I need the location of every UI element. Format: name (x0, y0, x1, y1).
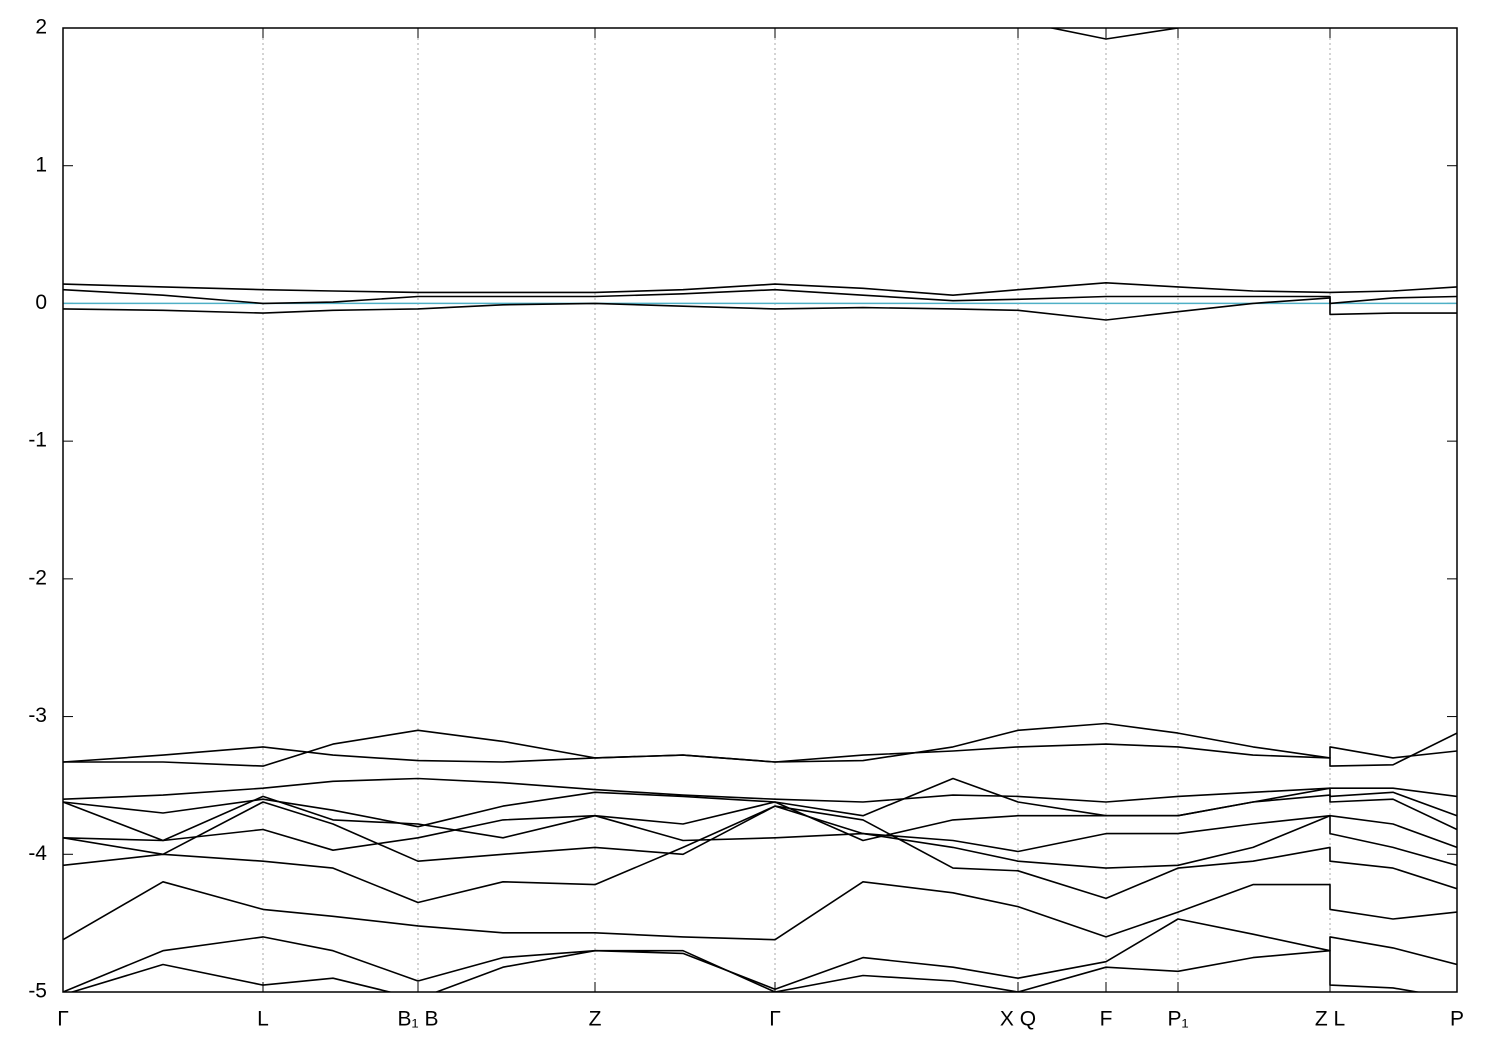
y-tick-label: -2 (28, 566, 47, 589)
band-line (63, 881, 1457, 941)
band-line (63, 777, 1457, 828)
band-line (63, 794, 1457, 842)
x-tick-label: P (1450, 1008, 1464, 1031)
band-line (63, 801, 1457, 869)
y-tick-label: 0 (35, 291, 47, 314)
band-line (63, 288, 1457, 305)
band-line (63, 722, 1457, 767)
y-tick-label: -4 (28, 842, 47, 865)
plot-frame (62, 27, 1458, 993)
band-line (63, 805, 1457, 904)
band-line (63, 743, 1457, 763)
y-tick-label: -5 (28, 980, 47, 1003)
y-tick-label: 1 (35, 153, 47, 176)
y-tick-label: -1 (28, 429, 47, 452)
x-tick-label: Z L (1315, 1008, 1345, 1031)
y-tick-label: -3 (28, 704, 47, 727)
x-tick-label: B₁ B (398, 1008, 439, 1031)
band-line (63, 297, 1457, 321)
x-tick-label: Z (589, 1008, 602, 1031)
band-line (63, 282, 1457, 296)
x-tick-label: X Q (1000, 1008, 1036, 1031)
bands (63, 28, 1457, 992)
band-line (69, 949, 1422, 992)
band-line (1047, 28, 1179, 40)
x-tick-label: Γ (57, 1008, 69, 1031)
x-tick-label: Γ (769, 1008, 781, 1031)
x-tick-label: P₁ (1167, 1008, 1188, 1031)
band-line (63, 777, 1457, 803)
x-tick-label: L (257, 1008, 269, 1031)
x-tick-label: F (1100, 1008, 1113, 1031)
band-line (63, 814, 1457, 853)
y-tick-label: 2 (35, 16, 47, 39)
band-line (63, 918, 1457, 992)
